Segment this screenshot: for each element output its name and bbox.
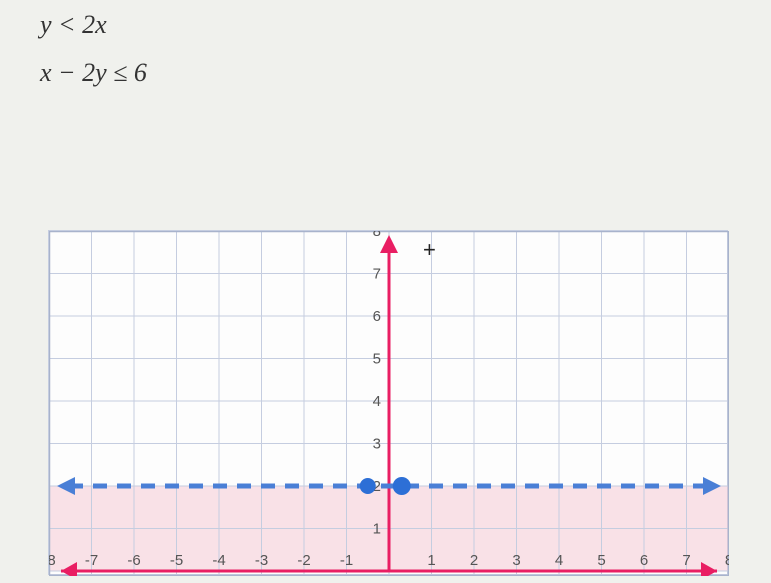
svg-text:-1: -1: [340, 552, 353, 569]
inequality-2: x − 2y ≤ 6: [40, 58, 147, 88]
svg-text:7: 7: [682, 552, 690, 569]
svg-text:-8: -8: [49, 552, 56, 569]
svg-text:1: 1: [373, 521, 381, 538]
svg-text:-7: -7: [85, 552, 98, 569]
svg-text:5: 5: [373, 351, 381, 368]
svg-text:3: 3: [512, 552, 520, 569]
inequality-system: y < 2x x − 2y ≤ 6: [40, 10, 147, 106]
svg-text:6: 6: [640, 552, 648, 569]
svg-text:6: 6: [373, 308, 381, 325]
cursor-crosshair: +: [423, 237, 436, 263]
svg-text:8: 8: [373, 231, 381, 240]
svg-text:-2: -2: [297, 552, 310, 569]
svg-text:7: 7: [373, 266, 381, 283]
svg-text:2: 2: [470, 552, 478, 569]
svg-text:3: 3: [373, 436, 381, 453]
inequality-1: y < 2x: [40, 10, 147, 40]
svg-text:4: 4: [373, 393, 381, 410]
svg-text:4: 4: [555, 552, 563, 569]
chart-svg: -8-7-6-5-4-3-2-11234567812345678: [49, 231, 729, 576]
svg-text:-5: -5: [170, 552, 183, 569]
svg-text:-4: -4: [212, 552, 225, 569]
svg-text:8: 8: [725, 552, 729, 569]
svg-text:1: 1: [427, 552, 435, 569]
svg-text:5: 5: [597, 552, 605, 569]
svg-text:-3: -3: [255, 552, 268, 569]
coordinate-chart[interactable]: -8-7-6-5-4-3-2-11234567812345678 +: [48, 230, 728, 575]
svg-text:-6: -6: [127, 552, 140, 569]
